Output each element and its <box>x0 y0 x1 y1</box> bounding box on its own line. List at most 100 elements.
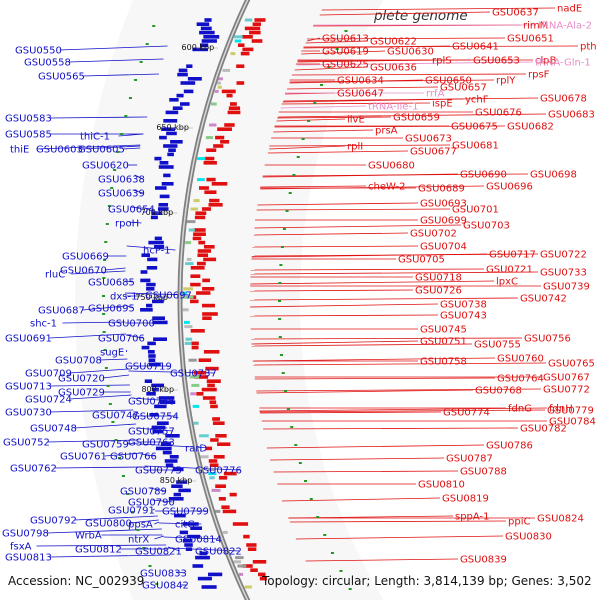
gene-label-right[interactable]: GSU0693 <box>420 199 467 210</box>
gene-label-right[interactable]: GSU0681 <box>452 141 499 152</box>
gene-label-left[interactable]: WrbA <box>75 531 102 542</box>
gene-label-right[interactable]: GSU0745 <box>420 325 467 336</box>
gene-label-right[interactable]: GSU0659 <box>393 113 440 124</box>
gene-label-left[interactable]: rarD <box>185 444 207 455</box>
gene-label-right[interactable]: GSU0722 <box>540 250 587 261</box>
gene-label-right[interactable]: GSU0721 <box>486 265 533 276</box>
gene-label-left[interactable]: GSU0748 <box>30 424 77 435</box>
gene-label-right[interactable]: GSU0782 <box>520 424 567 435</box>
gene-label-right[interactable]: rpsF <box>528 70 550 81</box>
gene-label-right[interactable]: GSU0824 <box>537 514 584 525</box>
gene-label-left[interactable]: GSU0585 <box>5 130 52 141</box>
gene-label-right[interactable]: GSU0726 <box>415 286 462 297</box>
gene-label-left[interactable]: GSU0833 <box>140 569 187 580</box>
gene-label-right[interactable]: GSU0788 <box>460 467 507 478</box>
gene-label-right[interactable]: GSU0768 <box>475 386 522 397</box>
gene-label-left[interactable]: GSU0761 <box>60 452 107 463</box>
gene-label-right[interactable]: GSU0784 <box>549 417 596 428</box>
rna-label-right[interactable]: tRNA-Ala-2 <box>538 21 592 32</box>
gene-label-left[interactable]: GSU0763 <box>128 438 175 449</box>
gene-label-left[interactable]: GSU0814 <box>175 535 222 546</box>
gene-label-right[interactable]: GSU0622 <box>370 37 417 48</box>
gene-label-left[interactable]: GSU0730 <box>5 408 52 419</box>
gene-label-left[interactable]: GSU0752 <box>3 438 50 449</box>
gene-label-right[interactable]: pth <box>580 42 597 53</box>
gene-label-right[interactable]: GSU0678 <box>540 94 587 105</box>
gene-label-left[interactable]: GSU0754 <box>132 412 179 423</box>
gene-label-left[interactable]: GSU0713 <box>5 382 52 393</box>
gene-label-right[interactable]: ispE <box>432 99 453 110</box>
gene-label-right[interactable]: GSU0637 <box>492 8 539 19</box>
gene-label-right[interactable]: GSU0680 <box>368 161 415 172</box>
gene-label-left[interactable]: GSU0720 <box>58 374 105 385</box>
gene-label-right[interactable]: rimM <box>523 21 548 32</box>
gene-label-left[interactable]: GSU0790 <box>128 498 175 509</box>
gene-label-left[interactable]: dxs-1 <box>110 292 137 303</box>
gene-label-left[interactable]: GSU0759 <box>82 440 129 451</box>
gene-label-right[interactable]: rplS <box>432 56 452 67</box>
gene-label-right[interactable]: GSU0630 <box>387 47 434 58</box>
gene-label-right[interactable]: GSU0830 <box>505 532 552 543</box>
gene-label-right[interactable]: fdnH <box>549 404 573 415</box>
gene-label-left[interactable]: GSU0762 <box>10 464 57 475</box>
rna-label-right[interactable]: rrfA <box>426 89 445 100</box>
gene-label-right[interactable]: GSU0742 <box>520 294 567 305</box>
gene-label-right[interactable]: sppA-1 <box>455 512 490 523</box>
gene-label-right[interactable]: GSU0738 <box>440 300 487 311</box>
rna-label-right[interactable]: tRNA-Ile-1 <box>368 102 418 113</box>
gene-label-right[interactable]: GSU0718 <box>415 273 462 284</box>
gene-label-right[interactable]: GSU0683 <box>548 110 595 121</box>
gene-label-right[interactable]: ppiC <box>508 517 530 528</box>
gene-label-left[interactable]: GSU0799 <box>162 507 209 518</box>
gene-label-right[interactable]: GSU0733 <box>540 268 587 279</box>
gene-label-left[interactable]: GSU0685 <box>88 278 135 289</box>
gene-label-right[interactable]: GSU0703 <box>463 221 510 232</box>
gene-label-right[interactable]: GSU0760 <box>497 354 544 365</box>
gene-label-right[interactable]: GSU0779 <box>547 406 594 417</box>
gene-label-left[interactable]: GSU0766 <box>110 452 157 463</box>
gene-label-right[interactable]: GSU0765 <box>548 359 595 370</box>
gene-label-left[interactable]: GSU0700 <box>108 319 155 330</box>
gene-label-right[interactable]: GSU0673 <box>405 134 452 145</box>
gene-label-left[interactable]: GSU0775 <box>135 466 182 477</box>
gene-label-right[interactable]: GSU0689 <box>418 184 465 195</box>
gene-label-right[interactable]: GSU0682 <box>507 122 554 133</box>
gene-label-left[interactable]: GSU0842 <box>142 581 189 592</box>
gene-label-right[interactable]: nadE <box>557 4 582 15</box>
gene-label-left[interactable]: GSU0687 <box>38 306 85 317</box>
gene-label-left[interactable]: hcP-1 <box>143 246 171 257</box>
gene-label-left[interactable]: GSU0639 <box>98 189 145 200</box>
gene-label-right[interactable]: GSU0774 <box>443 408 490 419</box>
gene-label-left[interactable]: GSU0776 <box>195 466 242 477</box>
gene-label-right[interactable]: GSU0634 <box>337 76 384 87</box>
gene-label-left[interactable]: GSU0638 <box>98 175 145 186</box>
gene-label-right[interactable]: cheW-2 <box>368 182 405 193</box>
gene-label-left[interactable]: GSU0558 <box>24 58 71 69</box>
gene-label-right[interactable]: rplY <box>496 76 516 87</box>
gene-label-left[interactable]: GSU0583 <box>5 114 52 125</box>
gene-label-left[interactable]: GSU0719 <box>125 362 172 373</box>
gene-label-right[interactable]: GSU0647 <box>337 89 384 100</box>
gene-label-right[interactable]: rplI <box>347 142 363 153</box>
gene-label-right[interactable]: ilvE <box>347 115 365 126</box>
gene-label-right[interactable]: GSU0739 <box>543 282 590 293</box>
gene-label-left[interactable]: GSU0603 <box>36 145 83 156</box>
gene-label-left[interactable]: thiC-1 <box>80 132 110 143</box>
gene-label-left[interactable]: GSU0792 <box>30 516 77 527</box>
gene-label-right[interactable]: GSU0677 <box>410 147 457 158</box>
gene-label-right[interactable]: GSU0699 <box>420 216 467 227</box>
gene-label-right[interactable]: GSU0619 <box>322 47 369 58</box>
gene-label-right[interactable]: GSU0653 <box>473 56 520 67</box>
gene-label-left[interactable]: shc-1 <box>30 319 57 330</box>
gene-label-left[interactable]: GSU0822 <box>195 547 242 558</box>
gene-label-left[interactable]: GSU0691 <box>5 334 52 345</box>
gene-label-left[interactable]: GSU0697 <box>145 291 192 302</box>
gene-label-right[interactable]: GSU0786 <box>486 441 533 452</box>
gene-label-right[interactable]: GSU0702 <box>410 229 457 240</box>
gene-label-right[interactable]: GSU0756 <box>524 334 571 345</box>
gene-label-right[interactable]: clpB <box>535 56 557 67</box>
gene-label-left[interactable]: GSU0708 <box>55 356 102 367</box>
gene-label-right[interactable]: GSU0787 <box>446 454 493 465</box>
gene-label-right[interactable]: GSU0764 <box>497 374 544 385</box>
gene-label-right[interactable]: GSU0690 <box>460 170 507 181</box>
